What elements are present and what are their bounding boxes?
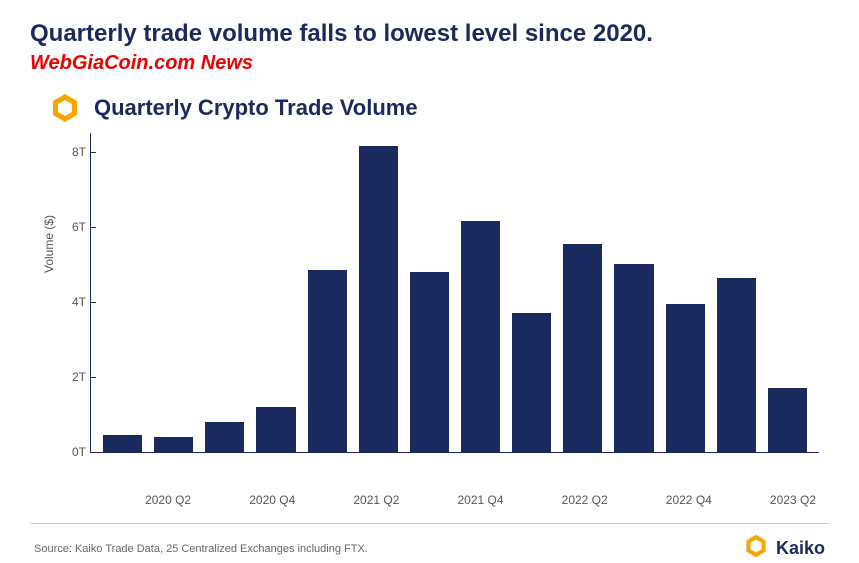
bar (205, 422, 244, 452)
bar (154, 437, 193, 452)
y-tick: 4T (72, 295, 86, 309)
bars-container (91, 133, 819, 452)
brand-name: Kaiko (776, 538, 825, 559)
source-text: Source: Kaiko Trade Data, 25 Centralized… (34, 543, 368, 555)
bar (103, 435, 142, 452)
bar (256, 407, 295, 452)
bar (308, 270, 347, 452)
footer-logo: Kaiko (744, 534, 825, 563)
footer: Source: Kaiko Trade Data, 25 Centralized… (30, 534, 829, 563)
chart-title: Quarterly Crypto Trade Volume (94, 95, 418, 121)
bar (768, 388, 807, 452)
footer-divider (30, 523, 829, 524)
plot-region (90, 133, 819, 452)
bar (614, 264, 653, 452)
bar (563, 244, 602, 452)
bar (512, 313, 551, 452)
x-tick: 2020 Q2 (145, 493, 191, 507)
x-tick: 2021 Q4 (458, 493, 504, 507)
bar (359, 146, 398, 452)
y-tick: 6T (72, 220, 86, 234)
headline: Quarterly trade volume falls to lowest l… (30, 20, 829, 48)
y-tick: 2T (72, 370, 86, 384)
bar (666, 304, 705, 452)
y-tick: 8T (72, 145, 86, 159)
kaiko-logo-icon (50, 93, 80, 123)
y-ticks: 0T2T4T6T8T (50, 133, 86, 452)
x-tick: 2020 Q4 (249, 493, 295, 507)
bar (410, 272, 449, 452)
watermark-text: WebGiaCoin.com News (30, 52, 829, 75)
bar (461, 221, 500, 452)
x-tick: 2021 Q2 (353, 493, 399, 507)
bar (717, 278, 756, 453)
x-tick: 2022 Q4 (666, 493, 712, 507)
x-ticks: 2020 Q2 2020 Q4 2021 Q2 2021 Q4 2022 Q2 2022 … (90, 487, 819, 507)
x-tick: 2022 Q2 (562, 493, 608, 507)
x-tick: 2023 Q2 (770, 493, 816, 507)
chart-header: Quarterly Crypto Trade Volume (50, 93, 829, 123)
kaiko-logo-icon (744, 534, 768, 563)
chart-area: Volume ($) 0T2T4T6T8T (90, 133, 819, 453)
